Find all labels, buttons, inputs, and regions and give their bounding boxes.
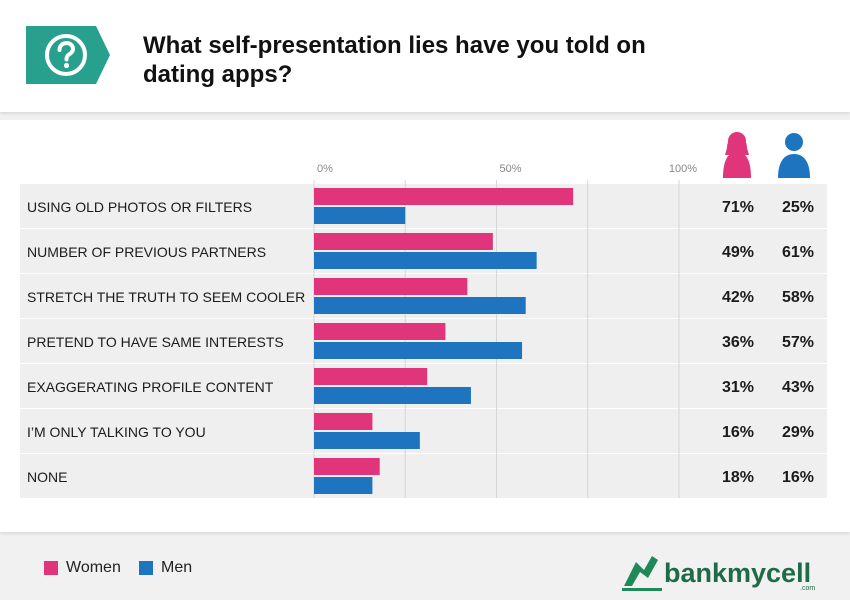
bar-men-none: [314, 477, 373, 494]
x-tick-label: 0%: [317, 163, 333, 175]
legend-item-women: Women: [44, 559, 121, 577]
legend-label-men: Men: [161, 559, 193, 576]
category-label: EXAGGERATING PROFILE CONTENT: [27, 379, 274, 395]
data-label-men: 29%: [782, 424, 814, 441]
bar-women-none: [314, 458, 380, 475]
data-label-women: 42%: [722, 289, 754, 306]
legend-label-women: Women: [66, 559, 121, 576]
data-label-women: 31%: [722, 379, 754, 396]
woman-icon-hair: [725, 136, 749, 155]
bar-chart: 0% 50% 100% USING OLD PHOTOS OR FILTERS 71% 2…: [20, 132, 827, 498]
man-icon-body: [778, 154, 810, 178]
header: What self-presentation lies have you tol…: [0, 0, 850, 112]
bankmycell-logo: bankmycell .com: [622, 556, 815, 592]
category-label: PRETEND TO HAVE SAME INTERESTS: [27, 334, 284, 350]
bar-men-stretch-the-truth-to-seem-cooler: [314, 297, 526, 314]
data-label-men: 16%: [782, 469, 814, 486]
man-icon: [778, 133, 810, 178]
data-label-men: 57%: [782, 334, 814, 351]
logo-mark: [622, 556, 662, 591]
category-label: NONE: [27, 469, 67, 485]
question-mark-icon: [45, 34, 87, 76]
data-label-women: 16%: [722, 424, 754, 441]
question-badge: [26, 26, 110, 84]
row-background-none: [20, 454, 827, 498]
x-tick-label: 50%: [500, 163, 522, 175]
bar-women-i-m-only-talking-to-you: [314, 413, 373, 430]
category-label: NUMBER OF PREVIOUS PARTNERS: [27, 244, 266, 260]
bar-men-number-of-previous-partners: [314, 252, 537, 269]
category-label: USING OLD PHOTOS OR FILTERS: [27, 199, 252, 215]
legend-item-men: Men: [139, 559, 192, 577]
x-tick-label: 100%: [669, 163, 697, 175]
legend-swatch-women: [44, 561, 58, 575]
bar-men-pretend-to-have-same-interests: [314, 342, 523, 359]
chart-panel: 0% 50% 100% USING OLD PHOTOS OR FILTERS 71% 2…: [0, 120, 850, 532]
data-label-men: 58%: [782, 289, 814, 306]
man-icon-head: [785, 133, 803, 151]
woman-icon-body: [723, 152, 751, 178]
brand-suffix: .com: [800, 585, 815, 592]
legend-swatch-men: [139, 561, 153, 575]
data-label-women: 49%: [722, 244, 754, 261]
category-label: I’M ONLY TALKING TO YOU: [27, 424, 206, 440]
bar-men-i-m-only-talking-to-you: [314, 432, 420, 449]
woman-icon: [723, 132, 751, 178]
data-label-men: 25%: [782, 199, 814, 216]
data-label-women: 36%: [722, 334, 754, 351]
data-label-women: 18%: [722, 469, 754, 486]
brand-name: bankmycell: [664, 558, 811, 588]
data-label-men: 43%: [782, 379, 814, 396]
bar-women-exaggerating-profile-content: [314, 368, 428, 385]
category-label: STRETCH THE TRUTH TO SEEM COOLER: [27, 289, 305, 305]
page-title: What self-presentation lies have you tol…: [143, 32, 646, 88]
bar-men-exaggerating-profile-content: [314, 387, 471, 404]
data-label-men: 61%: [782, 244, 814, 261]
bar-women-number-of-previous-partners: [314, 233, 493, 250]
bar-women-stretch-the-truth-to-seem-cooler: [314, 278, 468, 295]
row-background-i-m-only-talking-to-you: [20, 409, 827, 453]
data-label-women: 71%: [722, 199, 754, 216]
footer: Women Men bankmycell .com: [0, 540, 850, 600]
bar-women-using-old-photos-or-filters: [314, 188, 574, 205]
bar-women-pretend-to-have-same-interests: [314, 323, 446, 340]
bar-men-using-old-photos-or-filters: [314, 207, 406, 224]
